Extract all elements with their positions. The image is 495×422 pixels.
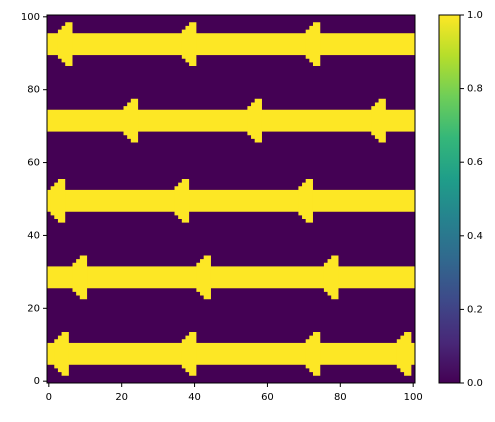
y-tick-label: 80 — [27, 85, 40, 96]
arrow — [174, 178, 190, 223]
y-tick-label: 20 — [27, 303, 40, 314]
x-tick-label: 80 — [334, 392, 347, 403]
x-tick-label: 60 — [261, 392, 274, 403]
arrow — [54, 331, 69, 376]
arrow — [181, 22, 197, 67]
x-tick-label: 0 — [46, 392, 52, 403]
y-tick-label: 0 — [34, 376, 40, 387]
x-tick-label: 20 — [115, 392, 128, 403]
arrow — [323, 255, 339, 300]
arrow — [72, 255, 88, 300]
arrow — [196, 255, 211, 300]
arrow — [181, 331, 197, 376]
colorbar-tick-label: 0.0 — [467, 378, 483, 389]
y-tick-label: 60 — [27, 158, 40, 169]
y-tick-label: 40 — [27, 230, 40, 241]
colorbar-tick-label: 0.4 — [467, 231, 483, 242]
arrow — [396, 331, 412, 376]
colorbar — [438, 14, 461, 384]
arrow — [50, 178, 66, 223]
arrow — [298, 178, 313, 223]
x-tick-label: 40 — [188, 392, 201, 403]
arrow — [305, 331, 321, 376]
y-tick-label: 100 — [21, 12, 40, 23]
arrow — [305, 22, 321, 67]
arrow — [57, 22, 73, 67]
stripe — [47, 109, 415, 132]
x-tick-label: 100 — [404, 392, 423, 403]
plot-area — [47, 15, 415, 383]
stripe — [47, 342, 415, 365]
stripe — [47, 189, 415, 212]
colorbar-tick-label: 0.8 — [467, 84, 483, 95]
colorbar-tick-label: 0.2 — [467, 304, 483, 315]
arrow — [247, 98, 262, 143]
arrow — [123, 98, 139, 143]
stripe — [47, 266, 415, 289]
colorbar-tick-label: 0.6 — [467, 157, 483, 168]
stripe — [47, 33, 415, 56]
arrow — [371, 98, 386, 143]
colorbar-tick-label: 1.0 — [467, 10, 483, 21]
plot-frame — [46, 14, 416, 384]
